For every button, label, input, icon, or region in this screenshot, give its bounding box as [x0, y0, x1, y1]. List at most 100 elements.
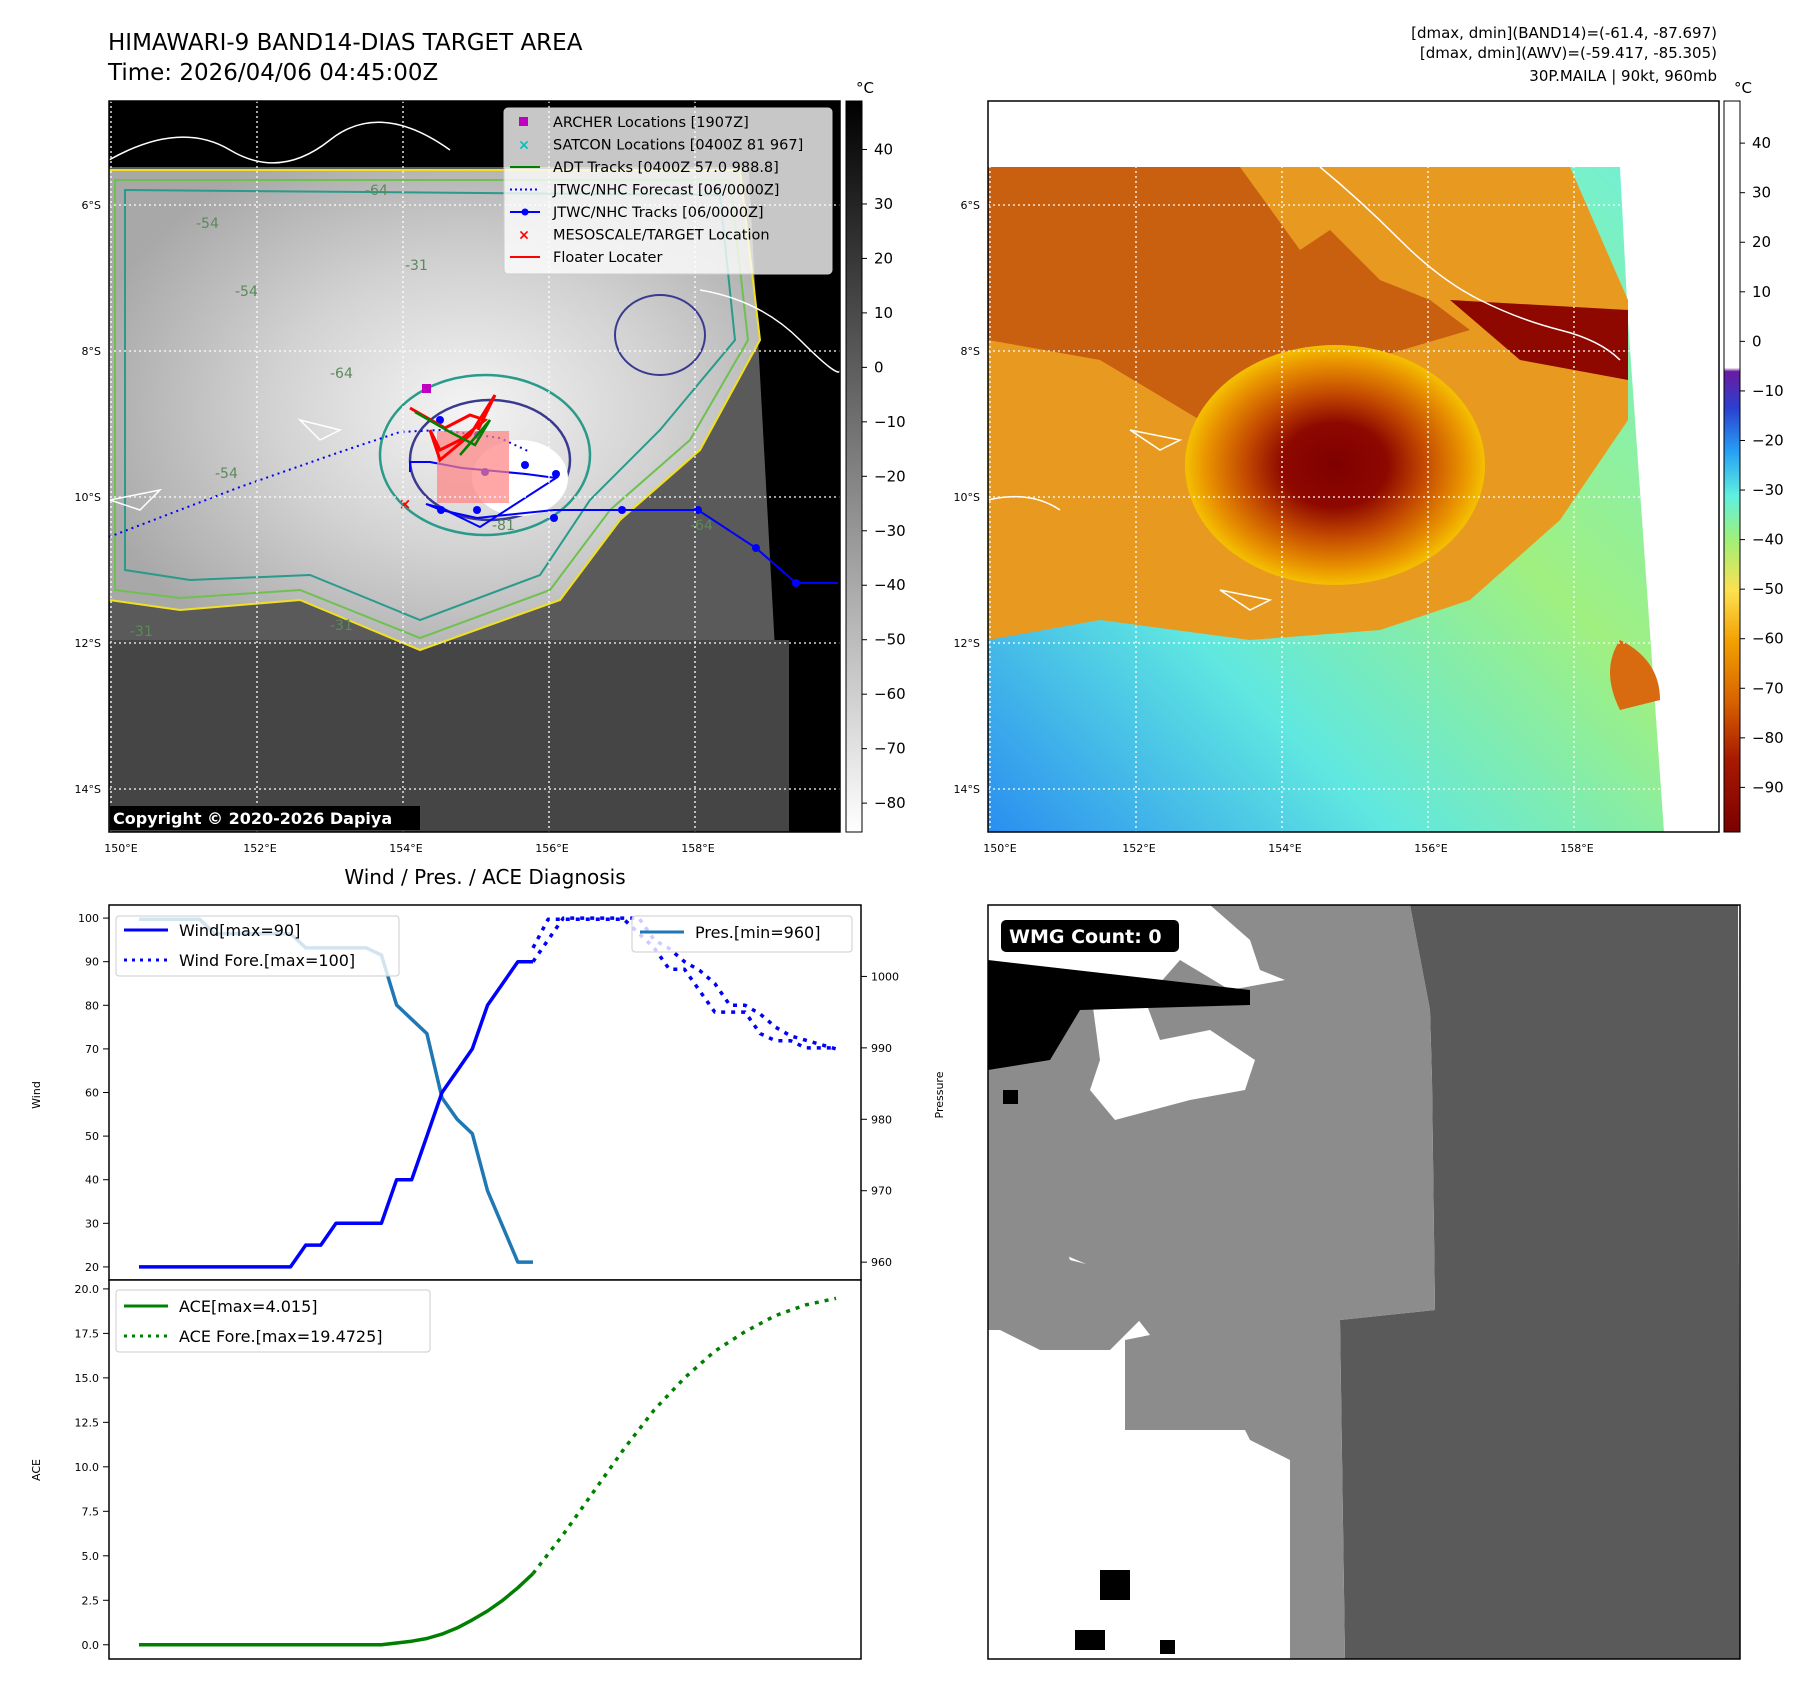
contour-label: -54	[196, 216, 219, 232]
legend-label: MESOSCALE/TARGET Location	[553, 228, 770, 244]
legend-label-wind: Wind[max=90]	[179, 921, 300, 940]
legend-item: × MESOSCALE/TARGET Location	[518, 228, 769, 244]
wmg-black-region-north	[988, 960, 1250, 1070]
gray-colorbar-bar	[845, 100, 863, 833]
northeast-cold-cloud	[1450, 300, 1628, 380]
contour-label: -54	[215, 466, 238, 482]
y-tick-label: 20	[85, 1261, 99, 1274]
pressure-y-ticks: 960 970 980 990 1000	[861, 970, 899, 1269]
legend-box	[503, 107, 833, 275]
coastline-islands	[109, 418, 343, 511]
legend-label-ace: ACE[max=4.015]	[179, 1297, 318, 1316]
floater-locater-path	[409, 394, 497, 463]
target-location: ×	[399, 495, 412, 513]
y-tick-label: 12.5	[75, 1416, 100, 1429]
ir-map-panel: × -64 -54 -64 -54 -31 -64 -31 -54 -31 -8…	[108, 100, 841, 833]
contour-label: -81	[492, 518, 515, 534]
legend-label-pressure: Pres.[min=960]	[695, 923, 820, 942]
cloud-shield	[109, 170, 760, 650]
contour-label: -54	[235, 284, 258, 300]
colorbar-tick-label: −70	[1752, 679, 1784, 697]
colorbar-tick-label: −10	[874, 413, 906, 431]
legend-label: SATCON Locations [0400Z 81 967]	[553, 138, 803, 154]
ace-axis-label: ACE	[30, 1459, 43, 1481]
ace-series-group	[139, 1296, 837, 1647]
y-tick-label: 20.0	[75, 1283, 100, 1296]
diagnosis-title: Wind / Pres. / ACE Diagnosis	[344, 865, 625, 889]
y-tick-label: 17.5	[75, 1327, 100, 1340]
legend-label: JTWC/NHC Tracks [06/0000Z]	[552, 205, 764, 221]
ace-y-ticks: 0.0 2.5 5.0 7.5 10.0 12.5 15.0 17.5 20.0	[75, 1283, 109, 1652]
contour-label: -64	[690, 518, 713, 534]
pressure-forecast-series	[531, 917, 836, 1050]
y-tick-label: 50	[85, 1130, 99, 1143]
contour-label: -31	[330, 618, 353, 634]
storm-info: 30P.MAILA | 90kt, 960mb	[1529, 67, 1717, 85]
color-colorbar-ticks: 40 30 20 10 0 −10 −20 −30 −40 −50 −60 −70 −80 −90	[1740, 134, 1784, 796]
lat-label: 14°S	[75, 783, 101, 796]
legend-item: JTWC/NHC Forecast [06/0000Z]	[510, 183, 779, 199]
colorbar-tick-label: 30	[874, 195, 893, 213]
ace-chart: ACE 0.0 2.5 5.0 7.5 10.0 12.5 15.0 17.5 20.0 ACE…	[30, 1279, 862, 1660]
y2-tick-label: 960	[871, 1256, 892, 1269]
wind-y-ticks: 20 30 40 50 60 70 80 90 100	[78, 912, 109, 1274]
colorbar-tick-label: −30	[874, 522, 906, 540]
ace-legend: ACE[max=4.015] ACE Fore.[max=19.4725]	[115, 1289, 431, 1353]
y-tick-label: 2.5	[82, 1594, 100, 1607]
legend-item: JTWC/NHC Tracks [06/0000Z]	[510, 205, 764, 221]
wmg-panel: WMG Count: 0	[987, 904, 1741, 1660]
lat-label: 14°S	[954, 783, 980, 796]
lat-label: 12°S	[75, 637, 101, 650]
wind-pressure-chart: Wind Pressure 20 30 40 50 60 70 80 90 100 960 970…	[30, 904, 946, 1281]
colorbar-tick-label: 0	[1752, 332, 1762, 350]
colorbar-unit: °C	[1734, 79, 1752, 97]
wmg-black-patch	[1003, 1090, 1018, 1104]
legend-label: ADT Tracks [0400Z 57.0 988.8]	[553, 160, 779, 176]
y-tick-label: 100	[78, 912, 99, 925]
map2-frame	[987, 100, 1720, 833]
y-tick-label: 30	[85, 1217, 99, 1230]
lon-label: 152°E	[243, 842, 276, 855]
colorbar-tick-label: −20	[874, 467, 906, 485]
lon-label: 150°E	[983, 842, 1016, 855]
map2-lon-labels: 150°E 152°E 154°E 156°E 158°E	[983, 842, 1593, 855]
figure-time: Time: 2026/04/06 04:45:00Z	[107, 60, 438, 86]
colorbar-tick-label: 0	[874, 358, 884, 376]
colorbar-tick-label: −60	[874, 685, 906, 703]
legend-label-ace-forecast: ACE Fore.[max=19.4725]	[179, 1327, 383, 1346]
wmg-count-label: WMG Count: 0	[1009, 926, 1162, 948]
map1-lon-labels: 150°E 152°E 154°E 156°E 158°E	[104, 842, 714, 855]
wind-legend-box	[115, 915, 400, 977]
lat-label: 6°S	[961, 199, 980, 212]
ace-legend-box	[115, 1289, 431, 1353]
map2-coastline-islands	[988, 429, 1273, 611]
contour-green	[114, 179, 750, 640]
color-colorbar-bar	[1723, 100, 1741, 833]
wind-legend: Wind[max=90] Wind Fore.[max=100] Pres.[m…	[115, 915, 853, 977]
y-tick-label: 60	[85, 1087, 99, 1100]
legend-item: ADT Tracks [0400Z 57.0 988.8]	[510, 160, 779, 176]
contour-31-yellow	[109, 169, 762, 652]
y-tick-label: 10.0	[75, 1461, 100, 1474]
legend-marker-x: ×	[518, 228, 530, 244]
lat-label: 12°S	[954, 637, 980, 650]
legend-label: JTWC/NHC Forecast [06/0000Z]	[552, 183, 779, 199]
awv-range: [dmax, dmin](AWV)=(-59.417, -85.305)	[1420, 44, 1717, 62]
lat-label: 8°S	[82, 345, 101, 358]
colorbar-tick-label: −80	[1752, 729, 1784, 747]
pressure-axis-label: Pressure	[933, 1071, 946, 1118]
legend-item: Floater Locater	[510, 250, 662, 266]
southeast-cloud	[1610, 640, 1660, 710]
color-colorbar: °C 40 30 20 10 0 −10 −20 −30 −40 −50 −60 −70 −80 −90	[1723, 79, 1784, 833]
colorbar-tick-label: −50	[874, 631, 906, 649]
lon-label: 156°E	[1414, 842, 1447, 855]
colorbar-tick-label: −30	[1752, 481, 1784, 499]
legend-label: ARCHER Locations [1907Z]	[553, 115, 749, 131]
legend-item: × SATCON Locations [0400Z 81 967]	[518, 138, 803, 154]
map1-lat-labels: 6°S 8°S 10°S 12°S 14°S	[75, 199, 101, 796]
ace-series	[139, 1572, 535, 1647]
pressure-legend-box	[631, 915, 853, 953]
wmg-black-patch	[1075, 1630, 1105, 1650]
